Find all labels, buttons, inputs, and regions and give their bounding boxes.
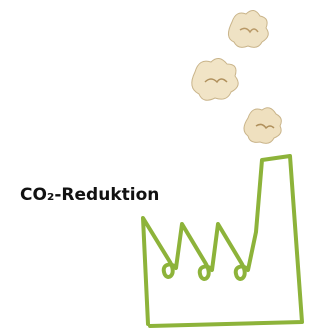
label: CO₂-Reduktion [20,185,159,205]
illustration: CO₂-Reduktion [0,0,315,331]
factory-outline [143,156,302,326]
popcorn [192,10,282,143]
page: CO₂-Reduktion (() => { const data = JSON… [0,0,315,331]
